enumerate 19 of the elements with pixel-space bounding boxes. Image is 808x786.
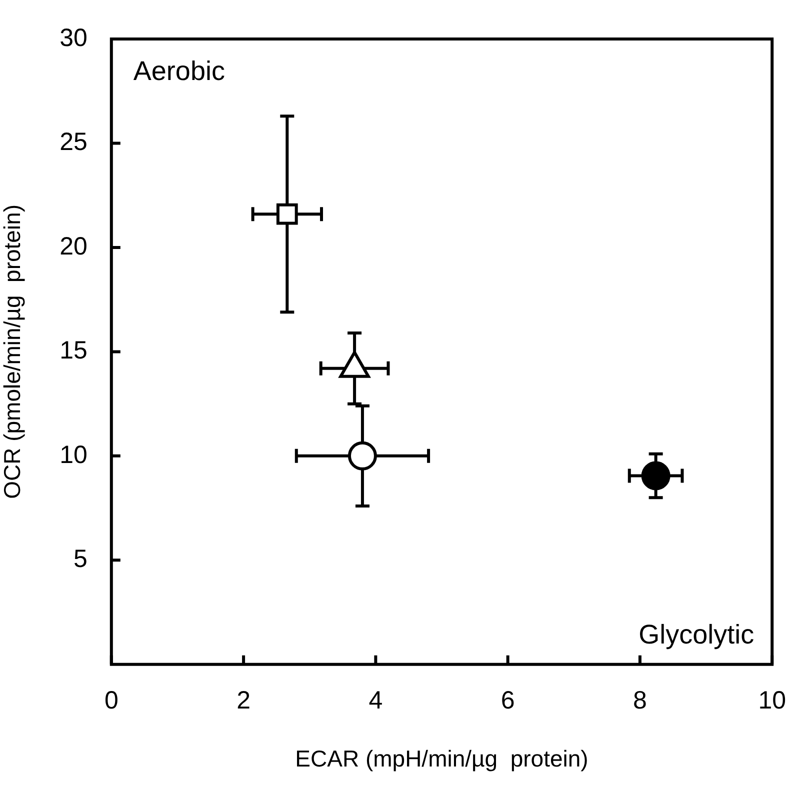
- annotation: Glycolytic: [638, 619, 754, 650]
- point: [348, 441, 377, 470]
- x-tick-label: 0: [104, 686, 118, 714]
- x-tick-label: 6: [500, 686, 515, 714]
- y-axis-title: OCR (pmole/min/µg protein): [0, 204, 26, 499]
- point: [641, 461, 670, 490]
- y-tick-label: 15: [60, 336, 88, 365]
- x-tick-label: 10: [758, 686, 786, 714]
- y-tick-label: 5: [74, 545, 88, 574]
- x-tick-label: 4: [368, 686, 383, 714]
- annotation: Aerobic: [133, 56, 225, 86]
- y-tick-label: 30: [60, 24, 88, 52]
- y-tick-label: 10: [60, 440, 88, 469]
- point: [276, 203, 298, 225]
- x-tick-label: 8: [633, 686, 647, 714]
- y-tick-label: 25: [60, 128, 88, 156]
- y-tick-label: 20: [60, 232, 88, 260]
- x-tick-label: 2: [236, 686, 250, 714]
- x-axis-title: ECAR (mpH/min/µg protein): [295, 746, 588, 772]
